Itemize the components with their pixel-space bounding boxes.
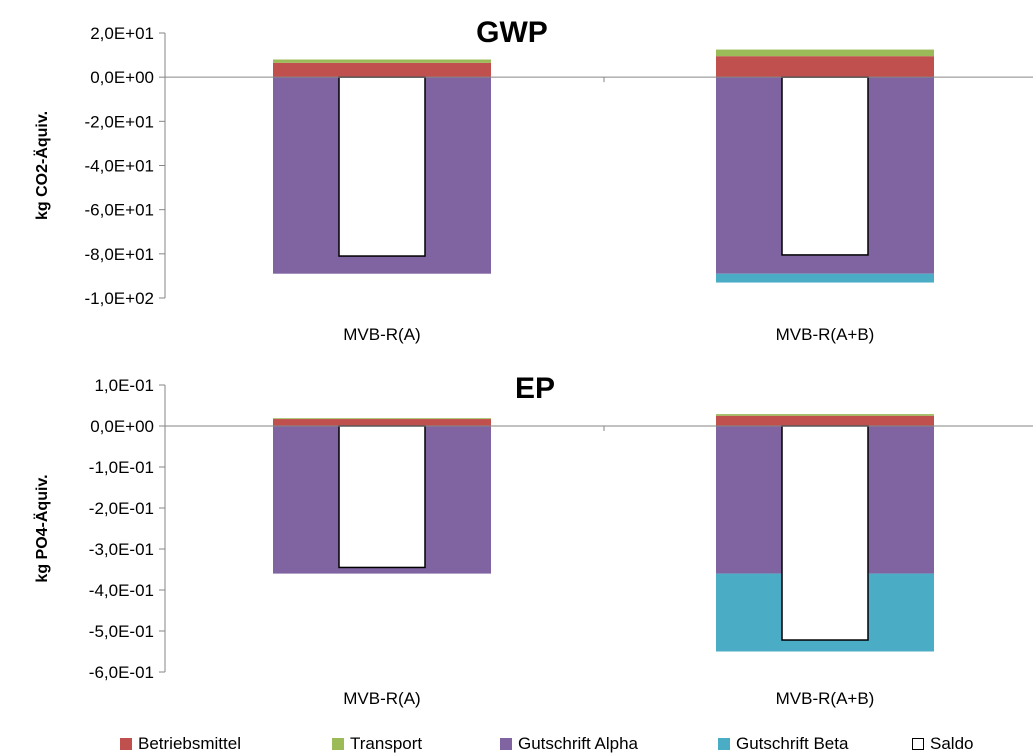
legend-item-betriebsmittel: Betriebsmittel (120, 732, 241, 756)
gwp-category-label: MVB-R(A) (343, 325, 420, 344)
legend-label-betriebsmittel: Betriebsmittel (138, 734, 241, 753)
gwp-y-tick-label: -2,0E+01 (85, 112, 154, 131)
gwp-bar-transport-2 (716, 49, 934, 57)
ep-bar-betriebsmittel-1 (273, 419, 491, 426)
ep-y-tick-label: -6,0E-01 (89, 663, 154, 682)
ep-y-tick-label: -4,0E-01 (89, 581, 154, 600)
legend-swatch-saldo (912, 738, 924, 750)
gwp-bar-betriebsmittel-2 (716, 56, 934, 78)
legend-item-saldo: Saldo (912, 732, 973, 756)
gwp-bar-transport-1 (273, 59, 491, 63)
gwp-bar-gutschrift-beta-2 (716, 273, 934, 283)
gwp-bar-saldo-1 (338, 76, 426, 257)
legend: Betriebsmittel Transport Gutschrift Alph… (0, 732, 1033, 756)
ep-bar-transport-2 (716, 414, 934, 416)
legend-label-gutschrift-alpha: Gutschrift Alpha (518, 734, 639, 753)
ep-y-tick-label: -5,0E-01 (89, 622, 154, 641)
gwp-chart-title: GWP (476, 16, 548, 49)
gwp-y-tick-label: -4,0E+01 (85, 157, 154, 176)
legend-swatch-betriebsmittel (120, 738, 132, 750)
gwp-category-label: MVB-R(A+B) (776, 325, 875, 344)
gwp-y-axis-title: kg CO2-Äquiv. (33, 111, 51, 220)
ep-category-label: MVB-R(A+B) (776, 689, 875, 708)
gwp-y-tick-label: 2,0E+01 (90, 24, 154, 43)
ep-bar-betriebsmittel-2 (716, 415, 934, 426)
gwp-y-tick-label: -8,0E+01 (85, 245, 154, 264)
ep-y-tick-label: -2,0E-01 (89, 499, 154, 518)
legend-item-gutschrift-alpha: Gutschrift Alpha (500, 732, 638, 756)
charts-svg: 2,0E+01 0,0E+00 -2,0E+01 -4,0E+01 -6,0E+01 -8… (33, 16, 1033, 708)
ep-y-tick-label: -3,0E-01 (89, 540, 154, 559)
legend-label-gutschrift-beta: Gutschrift Beta (736, 734, 849, 753)
ep-chart-title: EP (515, 372, 555, 405)
gwp-y-tick-label: -6,0E+01 (85, 201, 154, 220)
ep-y-axis-title: kg PO4-Äquiv. (33, 474, 51, 582)
legend-swatch-gutschrift-alpha (500, 738, 512, 750)
legend-item-gutschrift-beta: Gutschrift Beta (718, 732, 848, 756)
ep-bar-saldo-1 (338, 425, 426, 569)
legend-swatch-transport (332, 738, 344, 750)
legend-label-transport: Transport (350, 734, 423, 753)
ep-category-label: MVB-R(A) (343, 689, 420, 708)
ep-y-tick-label: 0,0E+00 (90, 417, 154, 436)
gwp-bar-saldo-2 (781, 76, 869, 256)
legend-item-transport: Transport (332, 732, 422, 756)
gwp-y-tick-label: 0,0E+00 (90, 68, 154, 87)
gwp-bar-betriebsmittel-1 (273, 62, 491, 78)
ep-bar-saldo-2 (781, 425, 869, 641)
ep-y-tick-label: -1,0E-01 (89, 458, 154, 477)
ep-bar-transport-1 (273, 418, 491, 420)
legend-swatch-gutschrift-beta (718, 738, 730, 750)
ep-y-tick-label: 1,0E-01 (94, 376, 154, 395)
gwp-y-tick-label: -1,0E+02 (85, 289, 154, 308)
legend-label-saldo: Saldo (930, 734, 974, 753)
